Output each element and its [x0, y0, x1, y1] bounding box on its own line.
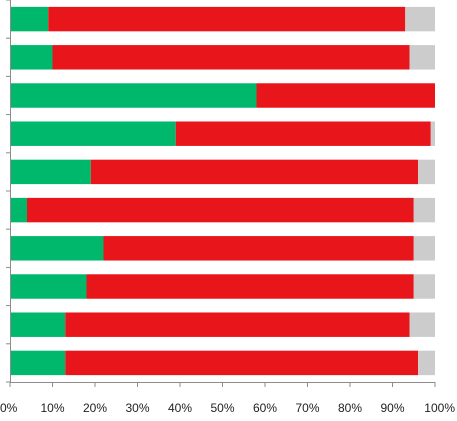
x-axis-tick-label: 20%	[83, 401, 107, 415]
x-axis-tick-label: 80%	[338, 401, 362, 415]
x-axis-ticks	[9, 382, 436, 387]
x-axis-tick-label: 40%	[168, 401, 192, 415]
bar-segment-row-2-series-3	[409, 45, 435, 70]
bar-segment-row-4-series-3	[430, 121, 435, 146]
bar-segment-row-5-series-3	[418, 159, 435, 185]
bar-segment-row-2-series-1	[10, 45, 53, 70]
bar-segment-row-3-series-1	[10, 83, 257, 108]
bar-segment-row-7-series-2	[103, 236, 414, 261]
bar-segment-row-10-series-2	[65, 350, 418, 376]
x-axis-tick-label: 0%	[0, 401, 18, 415]
bar-segment-row-8-series-1	[10, 274, 87, 299]
bar-segment-row-10-series-1	[10, 350, 66, 376]
bar-segment-row-6-series-3	[413, 197, 435, 223]
x-axis-tick-label: 70%	[295, 401, 319, 415]
bar-segment-row-4-series-2	[175, 121, 431, 146]
bar-segment-row-9-series-3	[409, 312, 435, 337]
bar-segment-row-9-series-1	[10, 312, 66, 337]
bar-segment-row-6-series-1	[10, 197, 27, 223]
bar-segment-row-6-series-2	[27, 197, 414, 223]
bar-segment-row-2-series-2	[52, 45, 410, 70]
x-axis-tick-labels: 0% 10% 20% 30% 40% 50% 60% 70% 80% 90% 100%	[0, 401, 455, 415]
bar-segment-row-8-series-2	[86, 274, 414, 299]
bar-segment-row-7-series-3	[413, 236, 435, 261]
bar-segment-row-8-series-3	[413, 274, 435, 299]
bar-segment-row-5-series-2	[90, 159, 418, 185]
x-axis-tick-label: 30%	[125, 401, 149, 415]
bar-segment-row-1-series-1	[10, 6, 49, 32]
x-axis-tick-label: 100%	[424, 401, 455, 415]
bar-segment-row-10-series-3	[418, 350, 435, 376]
x-axis-tick-label: 90%	[380, 401, 404, 415]
bar-segment-row-7-series-1	[10, 236, 104, 261]
bar-segment-row-1-series-2	[48, 6, 406, 32]
bar-segment-row-3-series-2	[256, 83, 435, 108]
y-axis-ticks	[6, 0, 11, 383]
x-axis-tick-label: 10%	[40, 401, 64, 415]
bars-group	[10, 6, 435, 376]
bar-segment-row-4-series-1	[10, 121, 176, 146]
bar-segment-row-1-series-3	[405, 6, 435, 32]
x-axis-tick-label: 60%	[253, 401, 277, 415]
x-axis-tick-label: 50%	[210, 401, 234, 415]
bar-segment-row-9-series-2	[65, 312, 410, 337]
bar-segment-row-5-series-1	[10, 159, 91, 185]
